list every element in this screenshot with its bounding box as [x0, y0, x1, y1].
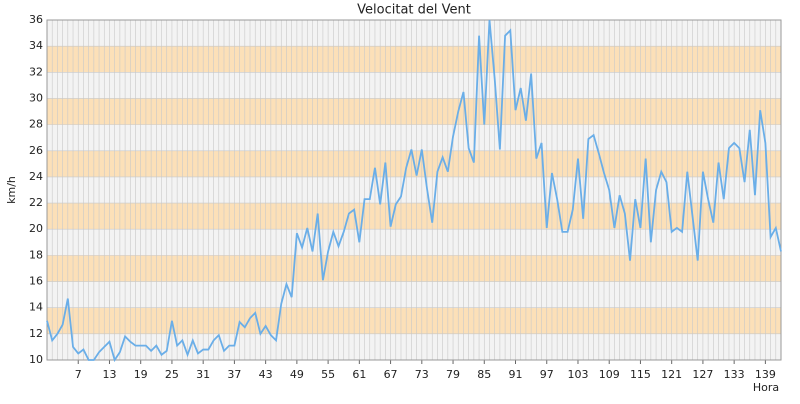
background-band — [47, 203, 781, 230]
x-tick-label: 79 — [446, 368, 460, 381]
y-tick-label: 28 — [29, 118, 43, 131]
x-tick-label: 49 — [290, 368, 304, 381]
x-tick-label: 55 — [321, 368, 335, 381]
x-tick-label: 19 — [134, 368, 148, 381]
y-tick-label: 22 — [29, 196, 43, 209]
y-tick-label: 24 — [29, 170, 43, 183]
y-tick-label: 30 — [29, 91, 43, 104]
background-band — [47, 98, 781, 125]
x-tick-label: 139 — [755, 368, 776, 381]
x-tick-label: 109 — [599, 368, 620, 381]
x-tick-label: 97 — [540, 368, 554, 381]
x-axis-label: Hora — [753, 381, 779, 394]
y-tick-label: 32 — [29, 65, 43, 78]
y-tick-label: 10 — [29, 353, 43, 366]
x-tick-label: 121 — [661, 368, 682, 381]
y-tick-label: 14 — [29, 301, 43, 314]
x-tick-label: 115 — [630, 368, 651, 381]
chart-title: Velocitat del Vent — [357, 3, 471, 18]
x-tick-label: 43 — [259, 368, 273, 381]
background-band — [47, 307, 781, 334]
x-tick-label: 25 — [165, 368, 179, 381]
x-tick-label: 73 — [415, 368, 429, 381]
x-tick-label: 31 — [196, 368, 210, 381]
x-tick-label: 103 — [567, 368, 588, 381]
x-tick-label: 67 — [384, 368, 398, 381]
y-tick-label: 36 — [29, 13, 43, 26]
x-tick-label: 127 — [692, 368, 713, 381]
x-tick-label: 13 — [102, 368, 116, 381]
y-tick-label: 34 — [29, 39, 43, 52]
x-tick-label: 37 — [227, 368, 241, 381]
y-tick-label: 18 — [29, 248, 43, 261]
background-band — [47, 124, 781, 151]
background-band — [47, 255, 781, 282]
y-tick-label: 26 — [29, 144, 43, 157]
background-band — [47, 72, 781, 99]
y-axis-label: km/h — [5, 176, 18, 204]
y-tick-label: 16 — [29, 275, 43, 288]
y-tick-label: 12 — [29, 327, 43, 340]
background-band — [47, 46, 781, 73]
background-band — [47, 229, 781, 256]
background-band — [47, 20, 781, 47]
x-tick-label: 85 — [477, 368, 491, 381]
data-line — [46, 19, 782, 363]
background-band — [47, 281, 781, 308]
x-tick-label: 91 — [509, 368, 523, 381]
background-band — [47, 176, 781, 204]
x-tick-label: 61 — [352, 368, 366, 381]
x-tick-label: 7 — [75, 368, 82, 381]
y-tick-label: 20 — [29, 222, 43, 235]
x-tick-label: 133 — [724, 368, 745, 381]
plot-frame — [46, 19, 782, 361]
